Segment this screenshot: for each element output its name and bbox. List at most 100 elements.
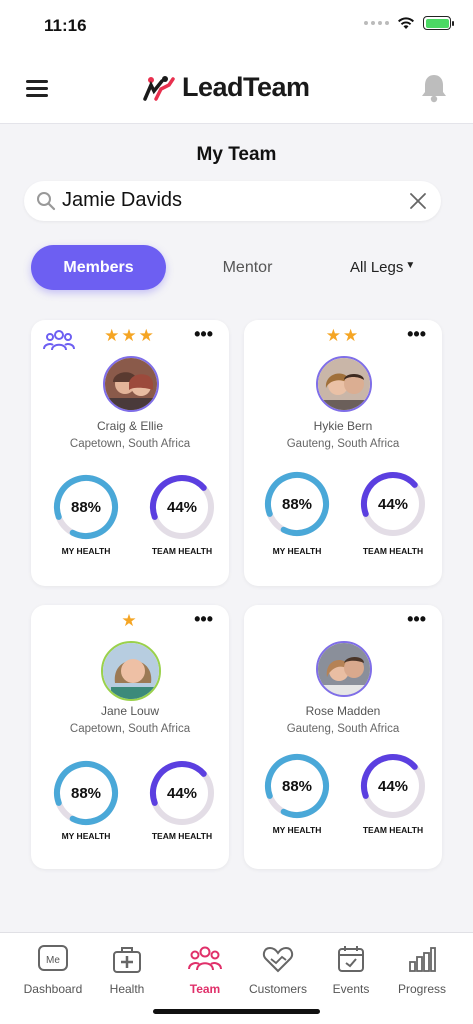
search-icon (37, 192, 56, 211)
team-health-ring: 44% (359, 470, 427, 538)
member-card[interactable]: ★ ••• Jane Louw Capetown, South Africa 8… (31, 605, 229, 869)
nav-label: Customers (248, 982, 307, 996)
nav-events[interactable]: Events (316, 943, 386, 996)
my-health-ring: 88% (52, 473, 120, 541)
my-health-ring-chart (54, 475, 118, 539)
member-name: Craig & Ellie (96, 419, 164, 433)
my-health-ring: 88% (52, 759, 120, 827)
me-icon: Me (38, 945, 68, 971)
app-logo: LeadTeam (142, 72, 310, 103)
signal-icon (364, 21, 389, 25)
my-health-label: MY HEALTH (272, 825, 322, 835)
more-options-icon[interactable]: ••• (407, 324, 426, 344)
ring-progress (265, 754, 329, 818)
legs-dropdown-label: All Legs (350, 259, 404, 276)
legs-dropdown[interactable]: All Legs ▼ (350, 245, 415, 290)
avatar (101, 641, 161, 701)
my-health-ring-chart (265, 472, 329, 536)
tab-mentor[interactable]: Mentor (222, 258, 273, 276)
my-health-ring-chart (54, 761, 118, 825)
team-health-ring-chart (150, 475, 214, 539)
status-time: 11:16 (44, 16, 87, 35)
team-health-ring: 44% (359, 752, 427, 820)
nav-team[interactable]: Team (170, 943, 240, 996)
tab-members[interactable]: Members (31, 245, 166, 290)
nav-label: Progress (397, 982, 447, 996)
ring-progress (361, 472, 425, 536)
ring-progress (150, 475, 214, 539)
nav-progress[interactable]: Progress (387, 943, 457, 996)
nav-health[interactable]: Health (92, 943, 162, 996)
my-health-ring-chart (265, 754, 329, 818)
team-group-icon[interactable] (43, 328, 75, 352)
wifi-icon (398, 17, 414, 29)
calendar-icon (338, 946, 364, 972)
my-health-value: 88% (281, 777, 313, 795)
app-name: LeadTeam (182, 72, 310, 102)
bar-chart-icon (409, 947, 436, 972)
nav-label: Health (109, 982, 145, 996)
health-kit-icon (113, 947, 141, 973)
my-health-value: 88% (70, 498, 102, 516)
more-options-icon[interactable]: ••• (194, 609, 213, 629)
bell-icon[interactable] (420, 73, 448, 103)
nav-label: Team (189, 982, 221, 996)
nav-label: Events (332, 982, 370, 996)
member-name: Hykie Bern (313, 419, 373, 433)
team-health-ring-chart (361, 472, 425, 536)
nav-dashboard[interactable]: Me Dashboard (18, 943, 88, 996)
home-indicator (153, 1009, 320, 1014)
member-card[interactable]: ★★★ ••• Craig & Ellie Capetown, South Af… (31, 320, 229, 586)
team-health-ring: 44% (148, 759, 216, 827)
app-header: LeadTeam (0, 50, 473, 124)
rating-stars: ★★ (325, 326, 361, 345)
my-health-label: MY HEALTH (61, 831, 111, 841)
caret-down-icon: ▼ (405, 260, 416, 271)
logo-people-icon (143, 75, 175, 101)
team-health-value: 44% (377, 495, 409, 513)
hamburger-menu-icon[interactable] (26, 80, 48, 97)
member-location: Gauteng, South Africa (286, 723, 400, 735)
member-location: Capetown, South Africa (69, 438, 191, 450)
battery-icon (423, 16, 454, 30)
my-health-label: MY HEALTH (272, 546, 322, 556)
avatar (316, 356, 372, 412)
member-location: Gauteng, South Africa (286, 438, 400, 450)
rating-stars: ★★★ (104, 326, 156, 345)
rating-stars: ★ (121, 611, 139, 630)
search-input[interactable] (62, 189, 382, 212)
team-health-label: TEAM HEALTH (151, 831, 213, 841)
svg-text:Me: Me (46, 955, 60, 966)
team-health-ring: 44% (148, 473, 216, 541)
ring-progress (265, 472, 329, 536)
status-bar: 11:16 (0, 0, 473, 50)
more-options-icon[interactable]: ••• (194, 324, 213, 344)
team-health-label: TEAM HEALTH (362, 546, 424, 556)
team-health-label: TEAM HEALTH (362, 825, 424, 835)
ring-progress (150, 761, 214, 825)
member-card[interactable]: ★★ ••• Hykie Bern Gauteng, South Africa … (244, 320, 442, 586)
bottom-nav: Me Dashboard Health Team (0, 932, 473, 1024)
ring-progress (361, 754, 425, 818)
ring-progress (54, 761, 118, 825)
avatar (103, 356, 159, 412)
team-health-ring-chart (361, 754, 425, 818)
team-health-ring-chart (150, 761, 214, 825)
member-name: Rose Madden (305, 704, 381, 718)
my-health-label: MY HEALTH (61, 546, 111, 556)
clear-search-icon[interactable] (409, 192, 427, 210)
member-card[interactable]: ••• Rose Madden Gauteng, South Africa 88… (244, 605, 442, 869)
handshake-heart-icon (262, 946, 294, 973)
team-health-value: 44% (166, 784, 198, 802)
search-box[interactable] (24, 181, 441, 221)
more-options-icon[interactable]: ••• (407, 609, 426, 629)
team-icon (188, 946, 222, 971)
nav-customers[interactable]: Customers (243, 943, 313, 996)
member-location: Capetown, South Africa (69, 723, 191, 735)
my-health-ring: 88% (263, 752, 331, 820)
nav-label: Dashboard (23, 982, 83, 996)
my-health-value: 88% (281, 495, 313, 513)
team-health-value: 44% (377, 777, 409, 795)
my-health-ring: 88% (263, 470, 331, 538)
status-icons (364, 16, 454, 30)
